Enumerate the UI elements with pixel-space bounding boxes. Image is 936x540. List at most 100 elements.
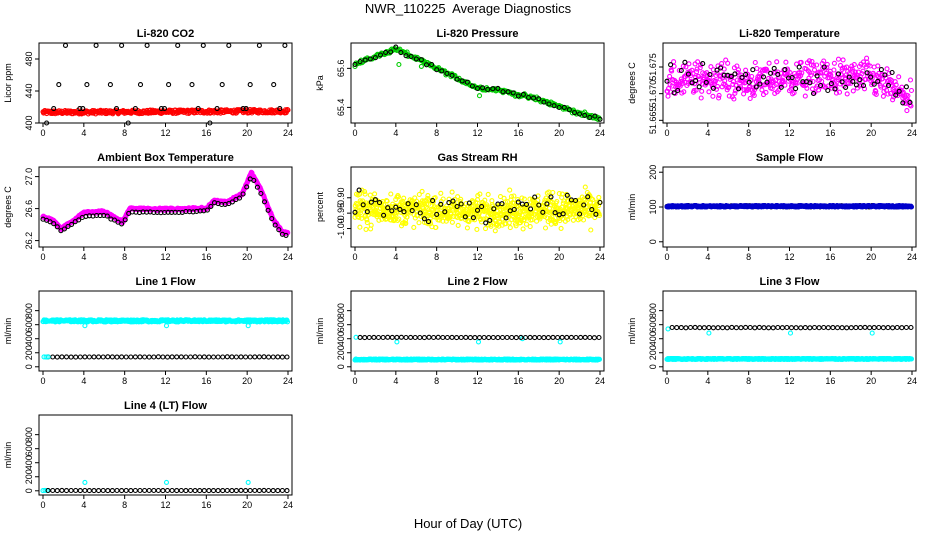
x-tick-label: 8 [434, 252, 439, 262]
x-tick-label: 8 [746, 128, 751, 138]
data-point [806, 58, 812, 64]
y-tick-label: 400 [24, 331, 34, 346]
data-point [233, 354, 239, 360]
data-point [114, 354, 120, 360]
data-point [381, 212, 387, 218]
data-point [556, 104, 562, 111]
data-point [787, 69, 793, 76]
data-point [261, 354, 267, 360]
data-point [541, 335, 547, 341]
data-point [146, 354, 152, 360]
chart-title: Line 2 Flow [448, 276, 508, 288]
x-tick-label: 12 [784, 252, 794, 262]
data-point [245, 323, 251, 329]
data-point [385, 334, 391, 340]
data-point [846, 74, 852, 80]
data-point [122, 217, 128, 223]
data-point [476, 93, 483, 99]
data-point [284, 319, 291, 325]
x-tick-label: 24 [907, 252, 917, 262]
data-point [444, 334, 450, 341]
data-point [240, 106, 246, 112]
data-point [893, 92, 899, 98]
data-point [860, 68, 866, 74]
data-point [82, 354, 88, 360]
data-point [519, 195, 525, 201]
data-point [733, 82, 739, 88]
data-point [776, 87, 782, 93]
data-point [372, 191, 378, 197]
data-point [508, 193, 515, 200]
chart-title: Li-820 Temperature [739, 28, 840, 40]
data-point [513, 223, 519, 229]
data-point [394, 339, 400, 345]
data-point [463, 334, 469, 340]
data-point [741, 91, 747, 97]
data-point [442, 209, 448, 215]
data-point [699, 88, 705, 94]
x-tick-label: 16 [201, 376, 211, 386]
data-point [875, 78, 881, 84]
data-point [718, 65, 724, 71]
data-point [469, 83, 475, 89]
data-point [372, 197, 378, 203]
data-point [681, 89, 687, 95]
data-point [423, 62, 430, 68]
y-tick-label: 480 [24, 51, 34, 66]
data-point [480, 85, 486, 91]
data-point [714, 67, 720, 73]
data-point [434, 211, 440, 217]
data-point [282, 42, 288, 48]
data-point [69, 221, 75, 227]
data-point [696, 74, 702, 80]
x-tick-label: 4 [81, 128, 86, 138]
data-point [495, 208, 501, 214]
data-point [425, 193, 431, 199]
data-point [474, 226, 480, 232]
data-point [550, 334, 556, 340]
data-point [554, 198, 560, 205]
data-point [243, 354, 249, 360]
data-point [775, 71, 781, 77]
data-point [511, 206, 517, 213]
data-point [367, 56, 373, 62]
data-point [596, 356, 603, 362]
data-point [556, 191, 562, 197]
data-point [454, 203, 460, 210]
data-point [224, 354, 230, 360]
data-point [458, 196, 464, 202]
data-point [900, 100, 906, 106]
data-point [818, 82, 824, 89]
data-point [843, 84, 849, 90]
data-point [766, 60, 772, 66]
data-point [890, 97, 896, 103]
series-points [352, 44, 603, 122]
data-point [440, 334, 446, 341]
data-point [799, 70, 805, 76]
data-point [174, 354, 180, 360]
y-tick-label: 600 [336, 317, 346, 332]
data-point [503, 215, 509, 221]
data-point [155, 354, 161, 360]
data-point [215, 354, 221, 360]
data-point [757, 81, 763, 87]
x-tick-label: 24 [283, 376, 293, 386]
data-point [80, 106, 86, 112]
data-point [474, 207, 481, 213]
data-point [572, 197, 579, 204]
x-tick-label: 20 [866, 128, 876, 138]
data-point [488, 223, 494, 229]
data-point [413, 56, 419, 62]
data-point [238, 354, 244, 360]
data-point [741, 87, 747, 93]
data-point [697, 65, 703, 71]
data-point [444, 70, 450, 77]
data-point [357, 59, 363, 65]
data-point [458, 201, 464, 207]
data-point [449, 189, 455, 195]
data-point [455, 222, 461, 228]
data-point [587, 114, 593, 120]
data-point [667, 73, 673, 79]
data-point [710, 85, 716, 91]
data-point [439, 204, 445, 211]
